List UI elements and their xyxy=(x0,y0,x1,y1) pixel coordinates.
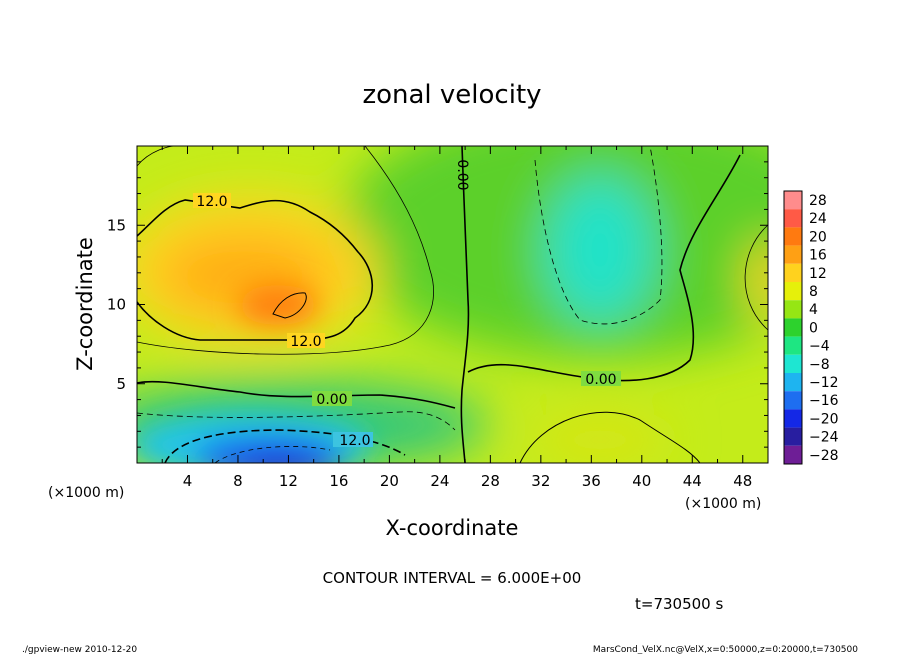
contour-upper-right xyxy=(744,224,768,331)
colorbar-swatch xyxy=(784,318,802,337)
colorbar-label: 28 xyxy=(809,193,827,209)
x-unit-right: (×1000 m) xyxy=(685,496,761,512)
y-axis-label: Z-coordinate xyxy=(73,237,97,371)
contour-6-outer xyxy=(137,146,434,355)
colorbar-swatch xyxy=(784,263,802,282)
y-tick-label: 15 xyxy=(107,216,126,234)
x-tick-label: 32 xyxy=(531,472,550,490)
colorbar-label: −16 xyxy=(809,393,839,409)
contour-zero-mid xyxy=(137,380,456,409)
x-tick-label: 44 xyxy=(683,472,702,490)
x-axis: 4 8 12 16 20 24 28 32 36 40 44 48 xyxy=(136,146,769,490)
contour-label-12-top: 12.0 xyxy=(196,194,227,210)
x-tick-label: 28 xyxy=(481,472,500,490)
x-tick-label: 12 xyxy=(279,472,298,490)
colorbar-frame xyxy=(783,190,803,465)
y-axis: 5 10 15 xyxy=(107,145,768,464)
contour-label-zero-left: 0.00 xyxy=(316,392,347,408)
x-tick-label: 4 xyxy=(183,472,193,490)
colorbar-swatch xyxy=(784,336,802,355)
x-tick-label: 48 xyxy=(733,472,752,490)
contour-label-12-mid: 12.0 xyxy=(290,334,321,350)
contour-12-inner xyxy=(272,292,307,319)
x-tick-label: 36 xyxy=(582,472,601,490)
field-westerly-max xyxy=(238,285,318,325)
plot-area: 12.0 12.0 0.00 0.00 0.00 12.0 xyxy=(137,146,768,463)
field-easterly-column xyxy=(545,175,655,325)
contour-zero-column xyxy=(460,146,470,463)
field-easterly-core xyxy=(240,453,320,463)
contour-zero-right xyxy=(467,154,741,382)
x-tick-label: 24 xyxy=(430,472,449,490)
colorbar-label: 8 xyxy=(809,284,818,300)
colorbar-label: 24 xyxy=(809,211,827,227)
contour-label-neg12: 12.0 xyxy=(339,433,370,449)
colorbar-swatch xyxy=(784,300,802,319)
colorbar-label: −4 xyxy=(809,339,830,355)
colorbar: 28 24 20 16 12 8 4 0 −4 −8 −12 −16 −20 −24 −28 xyxy=(783,190,839,465)
colorbar-swatch xyxy=(784,427,802,446)
time-text: t=730500 s xyxy=(635,595,723,613)
x-tick-label: 40 xyxy=(632,472,651,490)
contour-neg12-bottom xyxy=(164,429,406,463)
y-tick-label: 5 xyxy=(116,375,126,393)
colorbar-swatch xyxy=(784,209,802,228)
colorbar-label: −28 xyxy=(809,448,839,464)
colorbar-label: 20 xyxy=(809,229,827,245)
colorbar-swatch xyxy=(784,391,802,410)
x-axis-label: X-coordinate xyxy=(386,516,519,540)
colorbar-label: −8 xyxy=(809,357,830,373)
contour-neg6-bottom xyxy=(137,411,456,431)
contour-interval-text: CONTOUR INTERVAL = 6.000E+00 xyxy=(323,569,582,587)
colorbar-label: 4 xyxy=(809,302,818,318)
contour-label-zero-vertical: 0.00 xyxy=(454,159,470,190)
colorbar-swatch xyxy=(784,227,802,246)
footer-right: MarsCond_VelX.nc@VelX,x=0:50000,z=0:2000… xyxy=(593,645,858,654)
colorbar-label: 0 xyxy=(809,320,818,336)
colorbar-swatch xyxy=(784,282,802,301)
colorbar-swatch xyxy=(784,409,802,428)
field-easterly-blue xyxy=(195,436,345,463)
contour-neg18-bottom xyxy=(214,446,331,463)
colorbar-swatch xyxy=(784,354,802,373)
colorbar-label: −12 xyxy=(809,375,839,391)
chart-title: zonal velocity xyxy=(362,80,541,110)
x-unit-left: (×1000 m) xyxy=(48,485,124,501)
colorbar-label: −24 xyxy=(809,430,839,446)
field-right-yellow xyxy=(748,240,768,320)
field-lower-right-yellow xyxy=(530,410,670,463)
x-tick-label: 8 xyxy=(233,472,243,490)
colorbar-swatch xyxy=(784,245,802,264)
colorbar-label: 16 xyxy=(809,248,827,264)
contour-lower-right xyxy=(519,411,701,463)
x-tick-label: 20 xyxy=(380,472,399,490)
footer-left: ./gpview-new 2010-12-20 xyxy=(22,645,137,654)
colorbar-label: 12 xyxy=(809,266,827,282)
colorbar-label: −20 xyxy=(809,411,839,427)
y-tick-label: 10 xyxy=(107,296,126,314)
colorbar-swatch xyxy=(784,373,802,392)
colorbar-swatch xyxy=(784,191,802,210)
contour-neg6-column xyxy=(534,146,663,325)
contour-12-upper xyxy=(137,199,374,341)
x-tick-label: 16 xyxy=(329,472,348,490)
contour-label-zero-right: 0.00 xyxy=(585,372,616,388)
colorbar-swatch xyxy=(784,445,802,464)
